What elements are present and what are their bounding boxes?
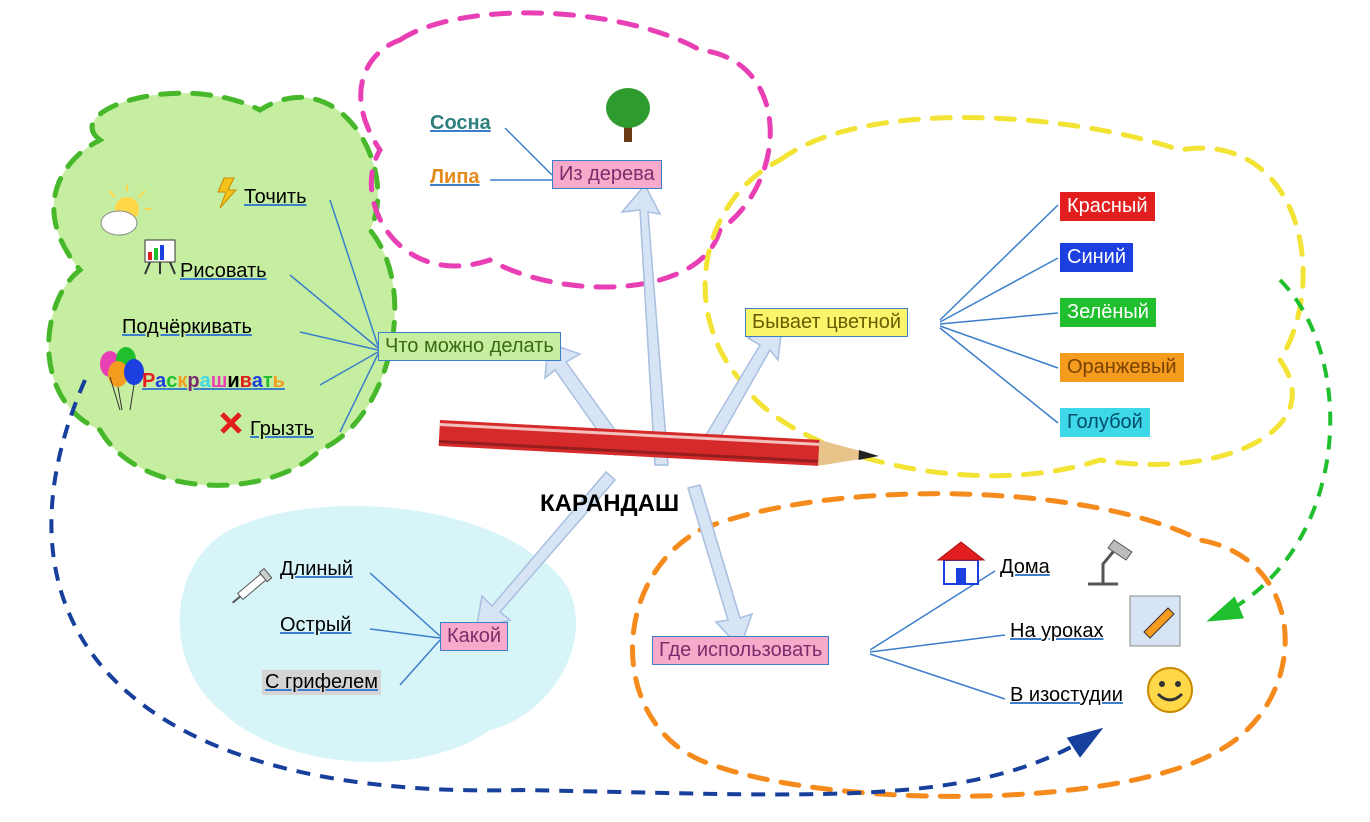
leaf-uroki: На уроках	[1010, 620, 1103, 643]
leaf-sosna: Сосна	[430, 112, 491, 135]
leaf-orange: Оранжевый	[1060, 353, 1184, 382]
center-arrows	[476, 185, 782, 648]
cloud-material	[361, 13, 771, 287]
syringe-icon	[229, 569, 272, 608]
easel-icon	[145, 240, 175, 274]
leaf-grifel: С грифелем	[262, 670, 381, 695]
leaf-blue: Синий	[1060, 243, 1133, 272]
leaf-risovat: Рисовать	[180, 260, 267, 283]
smiley-icon	[1148, 668, 1192, 712]
leaf-connectors	[290, 128, 1058, 699]
leaf-tochit: Точить	[244, 186, 307, 209]
center-label: КАРАНДАШ	[540, 490, 679, 518]
node-qualities: Какой	[440, 622, 508, 651]
node-actions: Что можно делать	[378, 332, 561, 361]
leaf-raskrash: Раскрашивать	[142, 370, 285, 393]
tree-icon	[606, 88, 650, 142]
balloons-icon	[100, 347, 144, 410]
lightning-icon	[218, 178, 236, 208]
cloud-actions	[49, 93, 395, 485]
cross-icon	[222, 414, 240, 432]
node-material: Из дерева	[552, 160, 662, 189]
note-icon	[1130, 596, 1180, 646]
svg-overlay	[0, 0, 1370, 822]
leaf-cyan: Голубой	[1060, 408, 1150, 437]
house-icon	[938, 542, 984, 584]
leaf-izostudia: В изостудии	[1010, 684, 1123, 707]
sun-cloud-icon	[101, 185, 151, 235]
cloud-qualities	[180, 506, 576, 762]
dashed-link-green	[1210, 280, 1330, 620]
leaf-red: Красный	[1060, 192, 1155, 221]
leaf-gryzt: Грызть	[250, 418, 314, 441]
leaf-dlinyi: Длиный	[280, 558, 353, 581]
leaf-lipa: Липа	[430, 166, 480, 189]
dashed-link-blue	[51, 380, 1100, 794]
mindmap-canvas: КАРАНДАШ Из дерева Бывает цветной Что мо…	[0, 0, 1370, 822]
cloud-colors	[705, 118, 1303, 476]
node-where: Где использовать	[652, 636, 829, 665]
pencil-icon	[439, 420, 880, 469]
leaf-green: Зелёный	[1060, 298, 1156, 327]
leaf-ostryi: Острый	[280, 614, 351, 637]
node-colors: Бывает цветной	[745, 308, 908, 337]
lamp-icon	[1088, 540, 1132, 584]
leaf-podcherk: Подчёркивать	[122, 316, 252, 339]
leaf-doma: Дома	[1000, 556, 1050, 579]
